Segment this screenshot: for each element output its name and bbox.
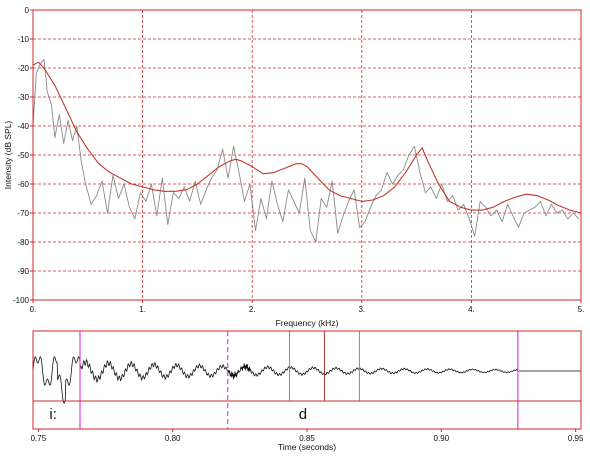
y-tick-label: -80 [17, 238, 29, 247]
spectrum-line [32, 58, 580, 243]
waveform-line [32, 356, 581, 404]
waveform-series [32, 356, 581, 404]
y-tick-label: -100 [13, 296, 30, 305]
y-tick-label: -20 [17, 64, 29, 73]
spectrum-grid [33, 10, 581, 300]
spectrum-y-ticks: 0 -10 -20 -30 -40 -50 -60 -70 -80 -90 -100 [13, 6, 33, 305]
x-tick-label: 2. [249, 305, 256, 314]
y-tick-label: -40 [17, 122, 29, 131]
y-tick-label: -90 [17, 267, 29, 276]
x-tick-label: 0. [30, 305, 37, 314]
y-tick-label: -60 [17, 180, 29, 189]
spectrum-x-ticks: 0. 1. 2. 3. 4. 5. [30, 300, 585, 314]
phone-labels: i: d [49, 406, 307, 423]
spectrum-series [32, 58, 582, 243]
spectrum-x-axis-label: Frequency (kHz) [276, 318, 339, 328]
envelope-line [32, 61, 582, 214]
y-tick-label: -50 [17, 151, 29, 160]
waveform-markers [79, 331, 519, 429]
y-tick-label: -70 [17, 209, 29, 218]
x-tick-label: 3. [358, 305, 365, 314]
time-tick-label: 0.90 [434, 434, 450, 443]
spectrum-panel: 0 -10 -20 -30 -40 -50 -60 -70 -80 -90 -100 0. 1. 2. 3… [3, 6, 584, 328]
time-x-ticks: 0.75 0.80 0.85 0.90 0.95 [31, 429, 584, 443]
y-tick-label: -10 [17, 35, 29, 44]
y-tick-label: 0 [25, 6, 30, 15]
x-tick-label: 1. [139, 305, 146, 314]
time-x-axis-label: Time (seconds) [278, 442, 336, 452]
phone-label: i: [49, 406, 57, 423]
phone-label: d [299, 406, 307, 423]
x-tick-label: 4. [468, 305, 475, 314]
time-tick-label: 0.95 [568, 434, 584, 443]
x-tick-label: 5. [578, 305, 585, 314]
waveform-panel: i: d 0.75 0.80 0.85 0.90 0.95 Time (seconds) [31, 330, 584, 452]
time-tick-label: 0.75 [31, 434, 47, 443]
time-tick-label: 0.80 [165, 434, 181, 443]
spectrum-y-axis-label: Intensity (dB SPL) [3, 121, 13, 190]
time-tick-label: 0.85 [299, 434, 315, 443]
y-tick-label: -30 [17, 93, 29, 102]
